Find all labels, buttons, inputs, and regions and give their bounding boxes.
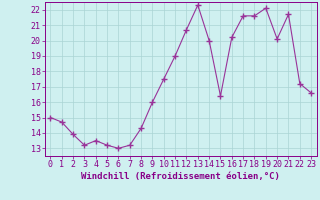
X-axis label: Windchill (Refroidissement éolien,°C): Windchill (Refroidissement éolien,°C) [81, 172, 280, 181]
